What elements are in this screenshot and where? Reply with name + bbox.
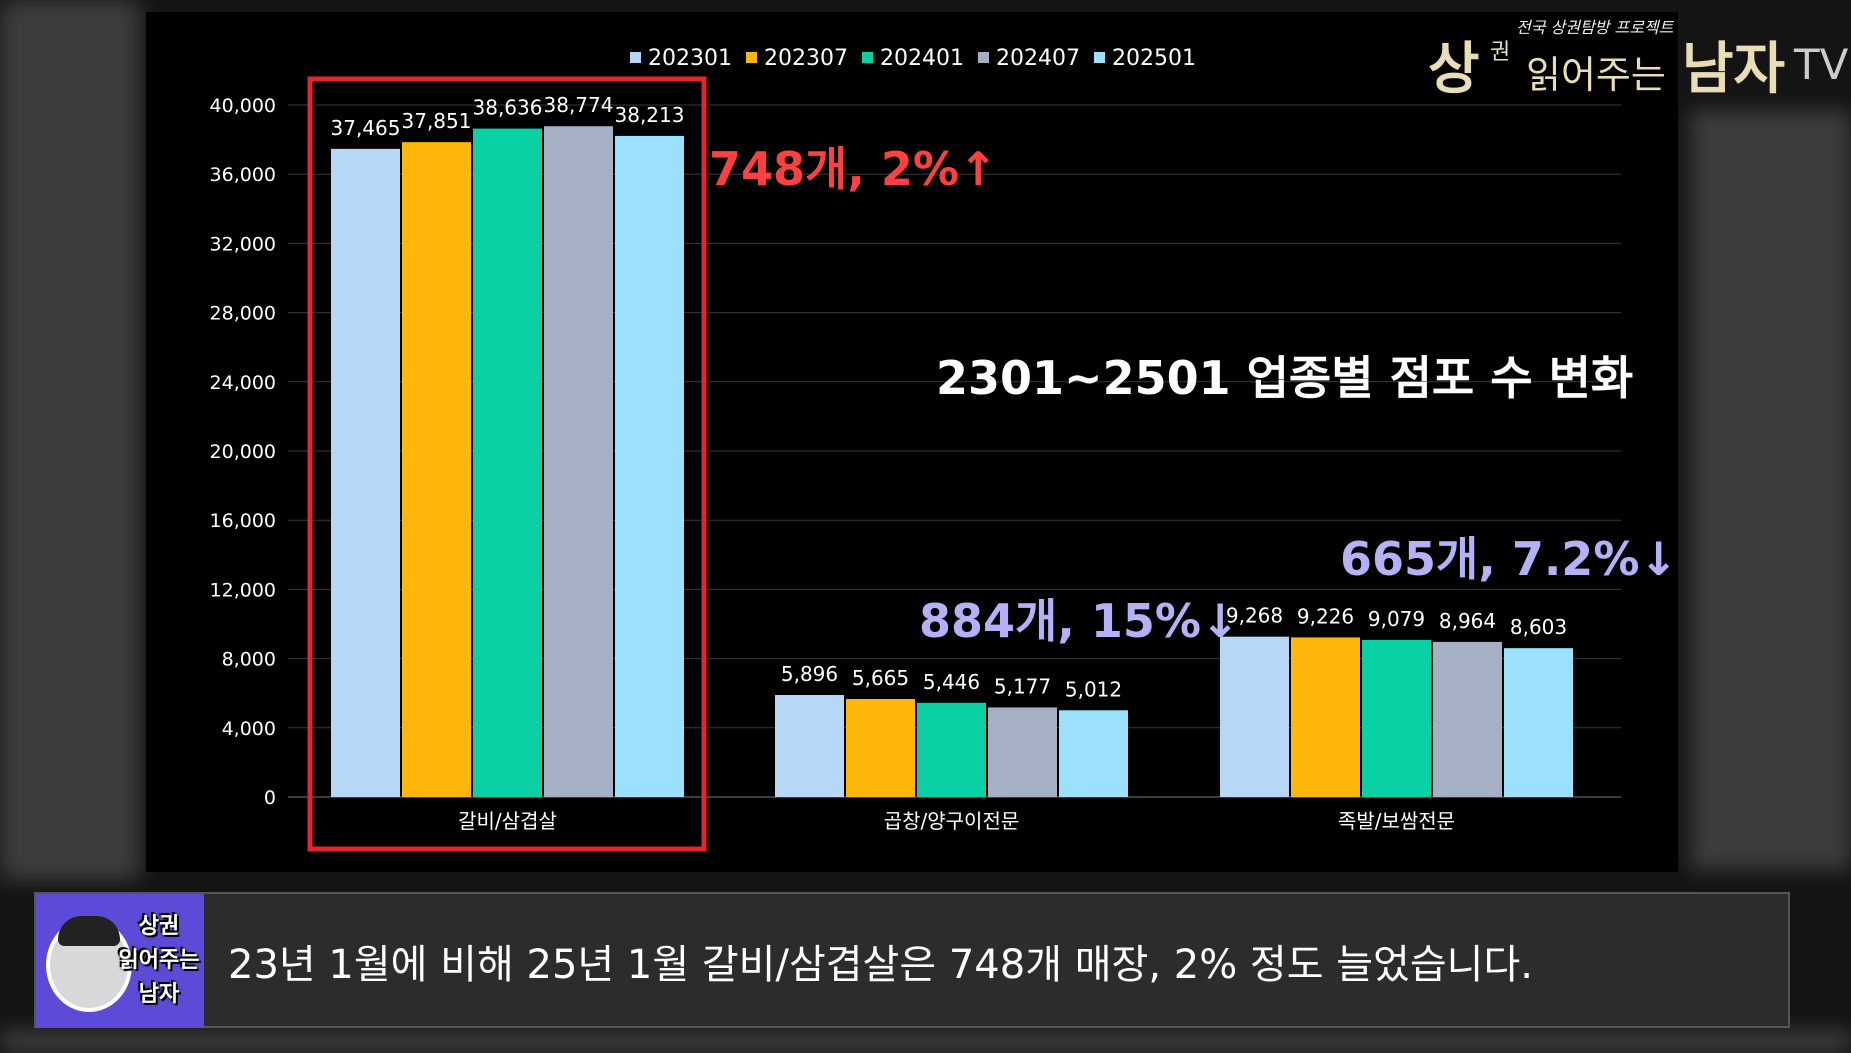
y-tick-label: 24,000 xyxy=(210,372,276,394)
channel-logo: 전국 상권탐방 프로젝트 상 권 읽어주는 남자 TV xyxy=(1428,14,1849,102)
background-blur-left xyxy=(0,0,140,880)
legend-swatch xyxy=(1094,52,1105,63)
chart-panel: 0 4,000 8,000 12,000 16,000 20,000 24,000 28,00… xyxy=(146,12,1678,872)
x-category-label: 곱창/양구이전문 xyxy=(884,809,1020,833)
data-label: 37,851 xyxy=(402,109,472,133)
data-label: 38,636 xyxy=(473,96,543,120)
avatar-label-line: 남자 xyxy=(138,982,180,1007)
bar xyxy=(775,694,844,797)
legend-swatch xyxy=(862,52,873,63)
bar xyxy=(1362,639,1431,797)
bar xyxy=(988,707,1057,797)
data-label: 9,268 xyxy=(1226,604,1283,628)
chart-title-annotation: 2301~2501 업종별 점포 수 변화 xyxy=(936,351,1633,405)
legend-label: 202407 xyxy=(996,46,1080,71)
y-tick-label: 36,000 xyxy=(210,164,276,186)
bar xyxy=(846,698,915,797)
logo-middle: 읽어주는 xyxy=(1526,53,1666,97)
logo-word1-small: 권 xyxy=(1490,40,1511,65)
legend-label: 202301 xyxy=(648,46,732,71)
data-label: 5,446 xyxy=(923,670,980,694)
logo-word1: 상 xyxy=(1428,37,1480,102)
data-label: 5,896 xyxy=(781,662,838,686)
x-category-label: 족발/보쌈전문 xyxy=(1338,809,1455,833)
background-blur-bottom xyxy=(0,1030,1851,1053)
subtitle-bar: 상권 읽어주는 남자 23년 1월에 비해 25년 1월 갈비/삼겹살은 748… xyxy=(34,892,1790,1028)
bar xyxy=(615,135,684,797)
legend-swatch xyxy=(630,52,641,63)
avatar-hair xyxy=(58,916,120,946)
data-label: 5,665 xyxy=(852,666,909,690)
bar xyxy=(917,702,986,797)
annotation-increase: 748개, 2%↑ xyxy=(709,142,997,196)
bar xyxy=(1291,637,1360,797)
y-tick-label: 28,000 xyxy=(210,303,276,325)
bar-chart: 0 4,000 8,000 12,000 16,000 20,000 24,000 28,00… xyxy=(210,46,1678,852)
bar xyxy=(1433,641,1502,797)
logo-word2: 남자 xyxy=(1682,37,1786,102)
annotation-decrease-jokbal: 665개, 7.2%↓ xyxy=(1340,532,1678,586)
data-label: 5,177 xyxy=(994,674,1051,698)
logo-suffix: TV xyxy=(1794,40,1849,89)
data-label: 8,964 xyxy=(1439,609,1496,633)
legend-label: 202501 xyxy=(1112,46,1196,71)
data-label: 9,226 xyxy=(1297,604,1354,628)
subtitle-text: 23년 1월에 비해 25년 1월 갈비/삼겹살은 748개 매장, 2% 정도… xyxy=(228,942,1533,988)
avatar-label-line: 상권 xyxy=(138,914,180,939)
avatar-label: 상권 읽어주는 남자 xyxy=(118,910,200,1012)
y-tick-label: 32,000 xyxy=(210,233,276,255)
channel-avatar: 상권 읽어주는 남자 xyxy=(36,894,204,1028)
annotation-decrease-gopchang: 884개, 15%↓ xyxy=(919,594,1239,648)
y-tick-label: 0 xyxy=(264,787,276,809)
bar xyxy=(402,142,471,797)
bar xyxy=(1059,710,1128,797)
bar xyxy=(473,128,542,798)
y-tick-label: 20,000 xyxy=(210,441,276,463)
data-label: 38,774 xyxy=(544,93,614,117)
y-tick-label: 4,000 xyxy=(222,718,276,740)
legend-label: 202401 xyxy=(880,46,964,71)
y-tick-label: 12,000 xyxy=(210,579,276,601)
bar xyxy=(1504,648,1573,797)
bar xyxy=(1220,636,1289,797)
legend-label: 202307 xyxy=(764,46,848,71)
data-label: 5,012 xyxy=(1065,677,1122,701)
highlight-box xyxy=(307,76,707,852)
bar xyxy=(544,126,613,798)
legend-swatch xyxy=(746,52,757,63)
logo-tagline: 전국 상권탐방 프로젝트 xyxy=(1516,18,1674,37)
background-blur-right xyxy=(1690,110,1851,870)
data-label: 37,465 xyxy=(331,116,401,140)
data-label: 38,213 xyxy=(615,103,685,127)
bar xyxy=(331,148,400,798)
data-label: 8,603 xyxy=(1510,615,1567,639)
y-tick-label: 16,000 xyxy=(210,510,276,532)
avatar-label-line: 읽어주는 xyxy=(118,948,200,973)
legend-swatch xyxy=(978,52,989,63)
y-tick-label: 8,000 xyxy=(222,649,276,671)
y-tick-label: 40,000 xyxy=(210,95,276,117)
x-category-label: 갈비/삼겹살 xyxy=(458,809,557,833)
data-label: 9,079 xyxy=(1368,607,1425,631)
